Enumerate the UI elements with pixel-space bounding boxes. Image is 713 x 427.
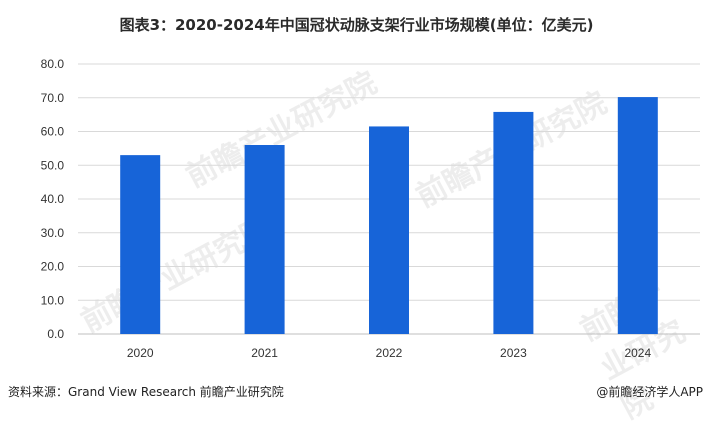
y-tick-label: 80.0 bbox=[41, 57, 65, 71]
x-tick-label: 2022 bbox=[376, 346, 403, 360]
brand-label: @前瞻经济学人APP bbox=[596, 385, 703, 399]
y-tick-label: 50.0 bbox=[41, 158, 65, 172]
y-tick-label: 20.0 bbox=[41, 260, 65, 274]
y-tick-label: 40.0 bbox=[41, 192, 65, 206]
x-tick-label: 2021 bbox=[251, 346, 278, 360]
source-note: 资料来源：Grand View Research 前瞻产业研究院 bbox=[8, 385, 284, 399]
y-tick-label: 60.0 bbox=[41, 125, 65, 139]
bar bbox=[244, 145, 285, 334]
bar bbox=[493, 111, 534, 334]
x-tick-label: 2023 bbox=[500, 346, 527, 360]
y-tick-label: 30.0 bbox=[41, 226, 65, 240]
bar bbox=[617, 97, 658, 334]
chart-title: 图表3：2020-2024年中国冠状动脉支架行业市场规模(单位：亿美元) bbox=[119, 16, 594, 34]
y-tick-label: 0.0 bbox=[47, 327, 64, 341]
bar bbox=[120, 155, 161, 334]
bar bbox=[369, 126, 409, 334]
x-tick-label: 2020 bbox=[127, 346, 154, 360]
x-tick-label: 2024 bbox=[624, 346, 651, 360]
bar-chart: 0.0 10.0 20.0 30.0 40.0 50.0 60.0 70.0 80.0 2020 2… bbox=[41, 57, 700, 360]
y-tick-label: 10.0 bbox=[41, 293, 65, 307]
y-tick-label: 70.0 bbox=[41, 91, 65, 105]
